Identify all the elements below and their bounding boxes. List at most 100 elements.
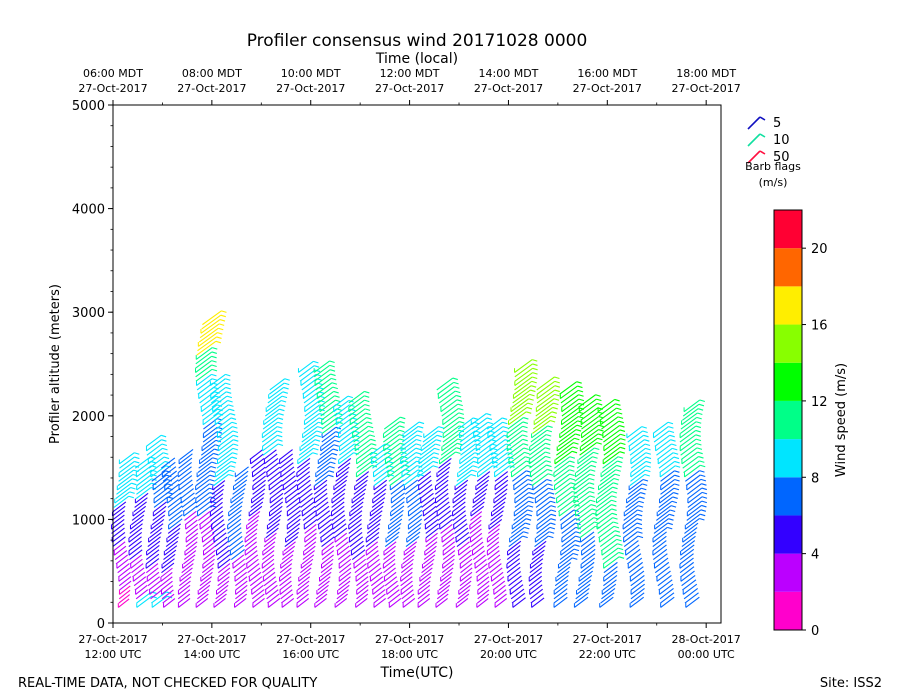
barb-shaft bbox=[472, 545, 485, 556]
barb-shaft bbox=[654, 561, 670, 574]
barb-shaft bbox=[580, 433, 599, 447]
barb-shaft bbox=[336, 589, 349, 600]
barb-shaft bbox=[438, 390, 456, 404]
barb-shaft bbox=[623, 535, 639, 547]
barb-shaft bbox=[441, 438, 459, 452]
barb-shaft bbox=[581, 540, 596, 552]
barb-shaft bbox=[299, 492, 313, 504]
barb-shaft bbox=[217, 567, 231, 578]
colorbar-tick-label: 0 bbox=[811, 624, 819, 639]
barb-shaft bbox=[434, 484, 449, 495]
barb-flag bbox=[611, 491, 618, 494]
barb-flag bbox=[618, 420, 624, 424]
barb-shaft bbox=[262, 417, 279, 430]
barb-shaft bbox=[217, 447, 234, 460]
barb-shaft bbox=[457, 417, 474, 430]
colorbar-bin bbox=[774, 439, 802, 478]
barb-shaft bbox=[211, 395, 228, 408]
barb-shaft bbox=[654, 557, 669, 569]
barb-flag bbox=[317, 426, 323, 429]
barb-shaft bbox=[422, 558, 435, 569]
barb-shaft bbox=[533, 411, 553, 426]
barb-shaft bbox=[437, 510, 452, 521]
barb-shaft bbox=[300, 373, 317, 386]
barb-shaft bbox=[508, 535, 524, 547]
barb-flag bbox=[571, 450, 578, 454]
barb-shaft bbox=[556, 566, 571, 578]
barb-flag bbox=[316, 430, 322, 433]
barb-shaft bbox=[686, 509, 702, 521]
barb-shaft bbox=[130, 558, 143, 569]
barb-shaft bbox=[534, 531, 550, 543]
barb-shaft bbox=[168, 505, 183, 517]
barb-flag bbox=[277, 421, 283, 425]
barb-shaft bbox=[230, 544, 245, 556]
barb-flag bbox=[528, 492, 534, 495]
barb-flag bbox=[614, 398, 620, 402]
barb-shaft bbox=[528, 451, 546, 465]
barb-shaft bbox=[317, 391, 335, 404]
barb-flag bbox=[211, 368, 218, 372]
barb-shaft bbox=[554, 579, 569, 591]
barb-profile bbox=[279, 449, 301, 608]
legend-barb-flag bbox=[759, 150, 766, 155]
barb-shaft bbox=[148, 532, 162, 543]
barb-shaft bbox=[279, 580, 292, 591]
barb-flag bbox=[696, 447, 703, 450]
barb-shaft bbox=[407, 522, 422, 534]
barb-flag bbox=[612, 517, 618, 520]
barb-shaft bbox=[263, 537, 277, 547]
top-tick-label-date: 27-Oct-2017 bbox=[78, 82, 147, 95]
barb-flag bbox=[134, 460, 140, 464]
barb-shaft bbox=[514, 500, 529, 513]
barb-shaft bbox=[576, 456, 593, 469]
barb-shaft bbox=[145, 434, 162, 447]
barb-shaft bbox=[472, 492, 487, 504]
barb-shaft bbox=[532, 479, 548, 491]
barb-flag bbox=[329, 369, 336, 372]
barb-shaft bbox=[210, 387, 227, 400]
y-tick-label: 5000 bbox=[72, 99, 105, 114]
barb-shaft bbox=[682, 579, 697, 591]
barb-flag bbox=[437, 430, 444, 433]
barb-flag bbox=[645, 452, 652, 455]
barb-shaft bbox=[554, 482, 571, 495]
barb-shaft bbox=[334, 475, 348, 487]
site-label: Site: ISS2 bbox=[820, 676, 882, 691]
barb-shaft bbox=[535, 496, 551, 508]
barb-shaft bbox=[599, 407, 617, 421]
barb-shaft bbox=[383, 558, 396, 569]
barb-shaft bbox=[385, 580, 398, 591]
barb-flag bbox=[616, 407, 622, 411]
barb-shaft bbox=[234, 470, 249, 482]
barb-flag bbox=[364, 399, 370, 403]
barb-flag bbox=[522, 438, 528, 442]
barb-shaft bbox=[153, 483, 168, 495]
barb-shaft bbox=[573, 486, 590, 500]
barb-profile bbox=[145, 434, 174, 608]
barb-shaft bbox=[686, 478, 702, 491]
barb-shaft bbox=[652, 421, 669, 434]
barb-shaft bbox=[578, 570, 594, 582]
barb-flag bbox=[163, 452, 169, 455]
barb-shaft bbox=[684, 518, 700, 530]
barb-shaft bbox=[600, 538, 617, 552]
barb-shaft bbox=[624, 500, 640, 513]
barb-shaft bbox=[262, 426, 278, 439]
barb-shaft bbox=[441, 408, 459, 421]
barb-flag bbox=[526, 406, 533, 410]
barb-shaft bbox=[404, 483, 419, 495]
barb-shaft bbox=[581, 420, 600, 434]
barb-shaft bbox=[576, 508, 593, 521]
barb-flag bbox=[695, 438, 702, 442]
barb-profile bbox=[348, 390, 378, 608]
barb-shaft bbox=[575, 464, 592, 478]
colorbar-frame bbox=[773, 209, 803, 631]
barb-shaft bbox=[596, 486, 613, 500]
barb-flag bbox=[278, 413, 284, 416]
barb-shaft bbox=[210, 382, 226, 395]
barb-shaft bbox=[474, 558, 487, 569]
barb-shaft bbox=[165, 483, 180, 495]
barb-shaft bbox=[350, 497, 365, 508]
barb-shaft bbox=[507, 571, 522, 582]
